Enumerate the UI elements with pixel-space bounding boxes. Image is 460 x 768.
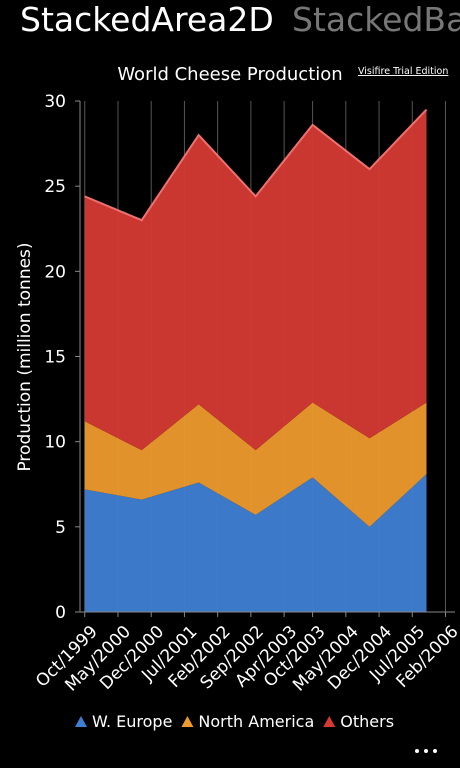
legend-label: North America [198, 712, 314, 731]
chart-title: World Cheese Production [117, 64, 342, 85]
y-tick-label: 0 [55, 603, 66, 623]
area-top-edge [84, 108, 428, 222]
dot [415, 749, 419, 753]
y-tick-label: 15 [44, 348, 66, 368]
dot [433, 749, 437, 753]
watermark-link[interactable]: Visifire Trial Edition [358, 66, 448, 77]
pivot-header[interactable]: StackedBa [292, 0, 460, 39]
legend-marker [323, 716, 336, 727]
areas [84, 108, 428, 612]
y-tick-label: 5 [55, 518, 66, 538]
legend-label: W. Europe [92, 712, 172, 731]
legend: W. Europe North America Others [75, 712, 394, 731]
more-menu[interactable] [415, 749, 437, 753]
area [84, 474, 427, 612]
dot [424, 749, 428, 753]
area [84, 109, 427, 451]
area [84, 402, 427, 527]
y-tick-label: 10 [44, 433, 66, 453]
legend-marker [75, 716, 87, 727]
y-tick-label: 20 [44, 262, 66, 282]
y-tick-label: 30 [44, 92, 66, 112]
pivot-header-active[interactable]: StackedArea2D [20, 0, 274, 39]
legend-label: Others [340, 712, 394, 731]
legend-marker [181, 716, 194, 727]
y-tick-label: 25 [44, 177, 66, 197]
y-axis-label: Production (million tonnes) [15, 242, 35, 471]
